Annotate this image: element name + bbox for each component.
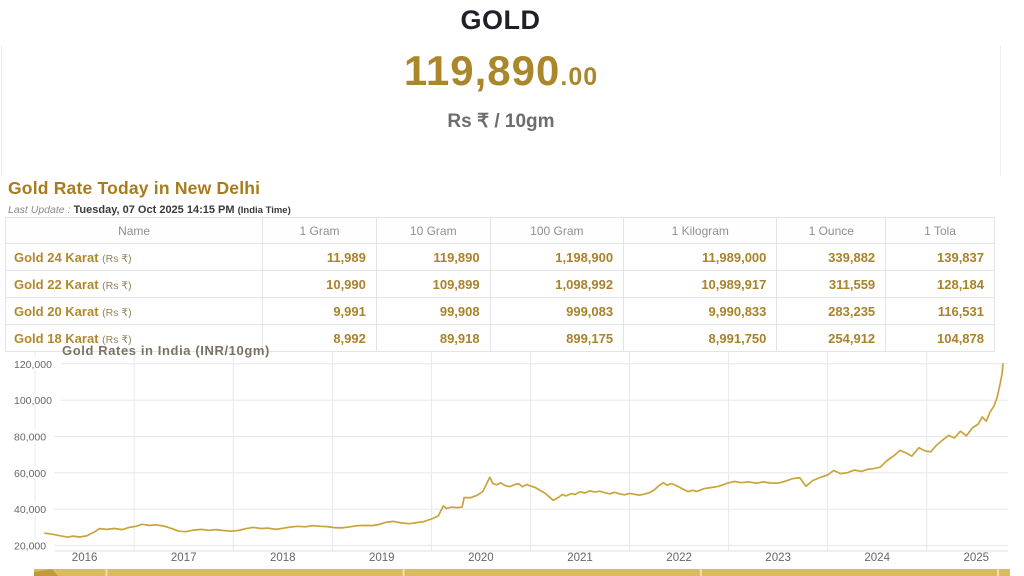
x-tick-label: 2016	[72, 552, 98, 564]
rate-value-cell: 104,878	[885, 324, 995, 352]
karat-name: Gold 18 Karat	[14, 330, 99, 346]
rate-value-cell: 116,531	[885, 297, 995, 325]
karat-name: Gold 22 Karat	[14, 276, 99, 292]
rate-value-cell: 9,990,833	[623, 297, 778, 325]
rate-value-cell: 139,837	[885, 243, 995, 271]
rate-value-cell: 1,098,992	[489, 270, 625, 298]
currency-unit-label: (Rs ₹)	[102, 252, 132, 265]
chart-gridlines	[14, 352, 1008, 552]
x-tick-label: 2022	[666, 552, 692, 564]
column-header: 10 Gram	[375, 217, 491, 244]
navigator-divider	[105, 569, 108, 576]
x-tick-label: 2020	[468, 552, 494, 564]
karat-name: Gold 24 Karat	[14, 249, 99, 265]
table-header-row: Name 1 Gram 10 Gram 100 Gram 1 Kilogram 1 Oun…	[4, 217, 995, 244]
y-tick-label: 100,000	[14, 395, 52, 407]
karat-name-cell: Gold 20 Karat (Rs ₹)	[4, 297, 264, 325]
column-header: 1 Kilogram	[623, 217, 778, 244]
column-header: 1 Gram	[262, 217, 377, 244]
last-update-value: Tuesday, 07 Oct 2025 14:15 PM	[73, 204, 235, 216]
rate-value-cell: 899,175	[489, 324, 625, 352]
navigator-handle[interactable]	[34, 569, 58, 576]
chart-navigator[interactable]	[34, 569, 1010, 576]
navigator-bar[interactable]	[34, 569, 1010, 576]
commodity-title: GOLD	[460, 5, 541, 35]
table-row: Gold 18 Karat (Rs ₹) 8,992 89,918 899,175 8,…	[4, 324, 995, 352]
current-price: 119,890.00	[2, 47, 1000, 101]
rate-value-cell: 254,912	[776, 324, 887, 352]
y-tick-label: 120,000	[14, 359, 52, 371]
rate-value-cell: 8,991,750	[623, 324, 778, 352]
rate-value-cell: 9,991	[262, 297, 377, 325]
column-header: 1 Ounce	[776, 217, 887, 244]
column-header: 1 Tola	[885, 217, 995, 244]
y-tick-label: 80,000	[14, 432, 46, 444]
y-tick-label: 20,000	[14, 541, 46, 553]
karat-name-cell: Gold 18 Karat (Rs ₹)	[4, 324, 264, 352]
rate-value-cell: 109,899	[375, 270, 491, 298]
last-update-timezone: (India Time)	[237, 205, 291, 216]
karat-name-cell: Gold 22 Karat (Rs ₹)	[4, 270, 264, 298]
column-header: Name	[4, 217, 264, 244]
rate-value-cell: 119,890	[375, 243, 491, 271]
currency-unit-label: (Rs ₹)	[102, 306, 132, 319]
gold-rates-table: Name 1 Gram 10 Gram 100 Gram 1 Kilogram 1 Oun…	[4, 217, 995, 352]
currency-unit-label: (Rs ₹)	[102, 279, 132, 292]
last-update: Last Update : Tuesday, 07 Oct 2025 14:15…	[8, 204, 291, 216]
price-integer: 119,890	[403, 47, 561, 94]
karat-name: Gold 20 Karat	[14, 303, 99, 319]
rate-value-cell: 10,990	[262, 270, 377, 298]
x-tick-label: 2023	[765, 552, 791, 564]
table-row: Gold 22 Karat (Rs ₹) 10,990 109,899 1,098,9…	[4, 270, 995, 298]
chart-title: Gold Rates in India (INR/10gm)	[62, 343, 270, 358]
table-row: Gold 24 Karat (Rs ₹) 11,989 119,890 1,198,9…	[4, 243, 995, 271]
rate-value-cell: 11,989,000	[623, 243, 778, 271]
navigator-divider	[699, 569, 702, 576]
rate-value-cell: 10,989,917	[623, 270, 778, 298]
rate-value-cell: 99,908	[375, 297, 491, 325]
page-title: Gold Rate Today in New Delhi	[8, 178, 261, 198]
chart-series-line[interactable]	[44, 363, 1004, 539]
x-axis-labels: 2016 2017 2018 2019 2020 2021 2022 2023 2024 2025	[72, 552, 989, 564]
rate-value-cell: 1,198,900	[489, 243, 625, 271]
x-tick-label: 2025	[964, 552, 990, 564]
rate-value-cell: 339,882	[776, 243, 887, 271]
currency-unit-label: (Rs ₹)	[102, 333, 132, 346]
y-tick-label: 40,000	[14, 504, 46, 516]
y-axis-labels: 20,000 40,000 60,000 80,000 100,000 120,000	[12, 356, 61, 553]
x-tick-label: 2019	[369, 552, 395, 564]
price-decimals: .00	[560, 63, 599, 91]
x-tick-label: 2024	[864, 552, 890, 564]
x-tick-label: 2018	[270, 552, 296, 564]
navigator-divider	[402, 569, 405, 576]
price-unit: Rs ₹ / 10gm	[447, 111, 555, 132]
section-header: Gold Rate Today in New Delhi Last Update…	[8, 178, 291, 216]
price-widget: 119,890.00 Rs ₹ / 10gm	[1, 46, 1001, 176]
rate-value-cell: 11,989	[262, 243, 377, 271]
last-update-label: Last Update :	[8, 204, 71, 216]
y-tick-label: 60,000	[14, 468, 46, 480]
x-tick-label: 2017	[171, 552, 197, 564]
rate-value-cell: 999,083	[489, 297, 625, 325]
column-header: 100 Gram	[489, 217, 625, 244]
rate-value-cell: 283,235	[776, 297, 887, 325]
karat-name-cell: Gold 24 Karat (Rs ₹)	[4, 243, 264, 271]
navigator-divider	[997, 569, 1000, 576]
rate-value-cell: 311,559	[776, 270, 887, 298]
rate-value-cell: 128,184	[885, 270, 995, 298]
x-tick-label: 2021	[567, 552, 593, 564]
gold-price-chart[interactable]: 20,00040,00060,00080,000100,000120,00020…	[0, 340, 1024, 576]
rate-value-cell: 89,918	[375, 324, 491, 352]
table-row: Gold 20 Karat (Rs ₹) 9,991 99,908 999,083 9,…	[4, 297, 995, 325]
rate-value-cell: 8,992	[262, 324, 377, 352]
